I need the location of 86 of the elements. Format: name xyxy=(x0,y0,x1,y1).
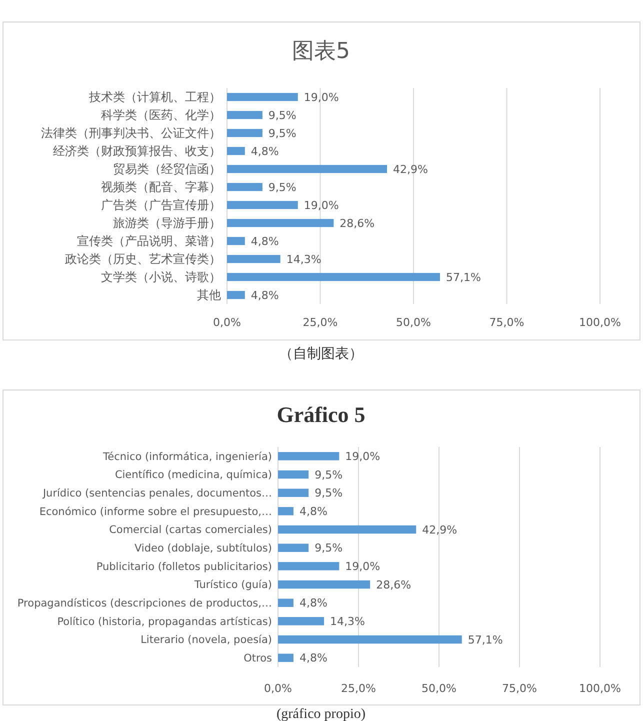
y-tick-label: 其他 xyxy=(197,288,221,302)
data-label: 57,1% xyxy=(468,633,503,646)
data-label: 28,6% xyxy=(376,578,412,592)
y-tick-label: Propagandísticos (descripciones de productos,… xyxy=(17,598,272,610)
y-tick-label: Económico (informe sobre el presupuesto,… xyxy=(39,506,272,518)
bar xyxy=(227,218,334,228)
y-tick-label: 视频类（配音、字幕） xyxy=(101,180,221,194)
x-tick-label: 100,0% xyxy=(579,682,621,695)
x-tick-label: 25,0% xyxy=(341,682,376,695)
data-label: 28,6% xyxy=(340,216,375,230)
data-label: 14,3% xyxy=(330,615,365,628)
y-tick-label: 技术类（计算机、工程） xyxy=(88,90,221,104)
y-tick-label: Científico (medicina, química) xyxy=(114,469,272,482)
data-label: 4,8% xyxy=(250,288,279,302)
bar xyxy=(278,470,309,479)
data-label: 19,0% xyxy=(304,90,339,104)
data-label: 19,0% xyxy=(345,560,380,574)
bar xyxy=(278,635,462,644)
y-tick-label: 文学类（小说、诗歌） xyxy=(101,270,221,284)
y-tick-label: 贸易类（经贸信函） xyxy=(113,162,221,176)
data-label: 4,8% xyxy=(299,505,328,518)
bar xyxy=(278,544,309,552)
y-tick-label: 广告类（广告宣传册） xyxy=(101,198,221,212)
bar xyxy=(227,200,298,210)
bar xyxy=(227,272,440,282)
data-label: 9,5% xyxy=(314,468,343,482)
chart-title: Gráfico 5 xyxy=(276,402,366,427)
y-tick-label: 旅游类（导游手册） xyxy=(113,216,221,230)
chart-title: 图表5 xyxy=(292,39,350,64)
data-label: 42,9% xyxy=(393,162,428,176)
y-tick-label: Video (doblaje, subtítulos) xyxy=(134,542,272,555)
text: (gráfico propio) xyxy=(276,707,366,721)
text: （自制图表） xyxy=(279,346,363,362)
y-tick-label: 经济类（财政预算报告、收支） xyxy=(53,144,221,158)
data-label: 9,5% xyxy=(314,486,343,500)
bar xyxy=(227,236,245,246)
y-tick-label: 政论类（历史、艺术宣传类） xyxy=(65,252,221,266)
y-tick-label: Turístico (guía) xyxy=(193,579,272,592)
x-tick-label: 0,0% xyxy=(213,316,241,329)
data-label: 42,9% xyxy=(422,523,458,536)
y-tick-label: Comercial (cartas comerciales) xyxy=(109,524,272,536)
y-tick-label: Jurídico (sentencias penales, documentos… xyxy=(42,488,272,500)
x-tick-label: 50,0% xyxy=(422,682,456,695)
y-tick-label: Técnico (informática, ingeniería) xyxy=(102,450,272,463)
bar xyxy=(227,128,262,138)
x-tick-label: 0,0% xyxy=(264,682,292,695)
y-tick-label: Literario (novela, poesía) xyxy=(140,634,272,646)
bar xyxy=(278,617,324,626)
bar xyxy=(227,254,280,264)
y-tick-label: Otros xyxy=(244,652,272,665)
data-label: 9,5% xyxy=(314,542,343,555)
bar xyxy=(278,598,294,607)
bar xyxy=(227,164,388,174)
x-tick-label: 25,0% xyxy=(302,316,338,329)
data-label: 14,3% xyxy=(286,252,322,266)
x-tick-label: 75,0% xyxy=(502,682,537,695)
bar xyxy=(278,525,416,534)
data-label: 9,5% xyxy=(268,126,296,140)
y-tick-label: Político (historia, propagandas artísticas) xyxy=(57,616,272,628)
y-tick-label: 科学类（医药、化学） xyxy=(101,108,221,122)
data-label: 9,5% xyxy=(268,108,296,122)
y-tick-label: 法律类（刑事判决书、公证文件） xyxy=(41,126,221,140)
data-label: 57,1% xyxy=(446,270,481,284)
bar xyxy=(278,488,309,497)
bar xyxy=(278,562,340,570)
data-label: 19,0% xyxy=(345,450,380,464)
bar xyxy=(278,654,294,662)
bar xyxy=(278,507,294,516)
x-tick-label: 75,0% xyxy=(489,316,524,329)
bar xyxy=(227,290,245,300)
data-label: 19,0% xyxy=(304,198,339,212)
x-tick-label: 50,0% xyxy=(396,316,431,329)
y-tick-label: Publicitario (folletos publicitarios) xyxy=(96,560,272,573)
data-label: 4,8% xyxy=(299,596,328,610)
bar xyxy=(227,110,262,120)
data-label: 4,8% xyxy=(250,144,279,158)
bar xyxy=(227,182,262,192)
x-tick-label: 100,0% xyxy=(579,316,621,329)
bar xyxy=(278,580,370,589)
data-label: 4,8% xyxy=(299,652,328,665)
data-label: 4,8% xyxy=(250,234,279,248)
bar xyxy=(227,146,245,156)
data-label: 9,5% xyxy=(268,180,296,194)
y-tick-label: 宣传类（产品说明、菜谱） xyxy=(77,234,221,248)
bar xyxy=(278,452,340,460)
bar xyxy=(227,92,298,102)
